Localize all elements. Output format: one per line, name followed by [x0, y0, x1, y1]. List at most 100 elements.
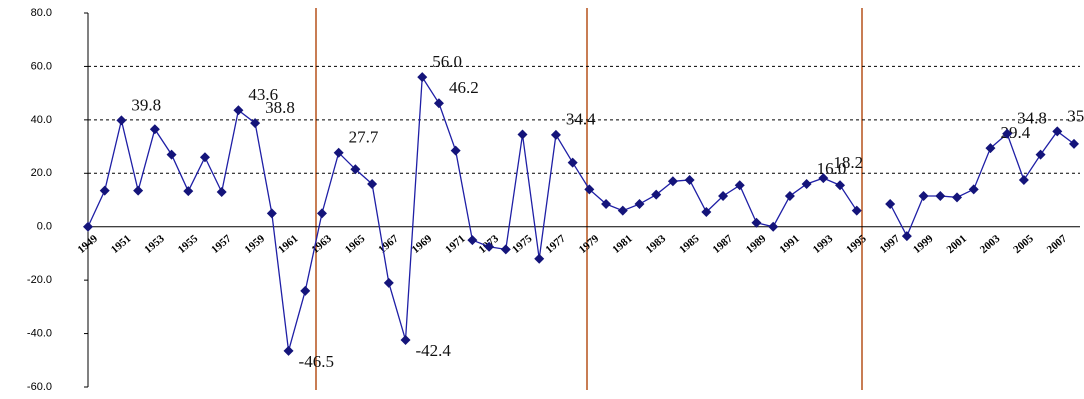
- y-tick-label: 40.0: [31, 114, 52, 126]
- data-point: [701, 207, 712, 218]
- data-point: [584, 184, 595, 195]
- y-tick-label: 60.0: [31, 60, 52, 72]
- data-point: [835, 180, 846, 191]
- x-tick-label: 2007: [1045, 232, 1070, 256]
- x-tick-label: 1989: [744, 232, 769, 256]
- data-point: [199, 152, 210, 163]
- x-tick-label: 1975: [510, 232, 535, 256]
- data-point: [99, 185, 110, 196]
- data-point: [316, 208, 327, 219]
- data-point: [818, 173, 829, 184]
- x-tick-label: 2003: [978, 232, 1003, 256]
- data-point: [333, 147, 344, 158]
- data-point: [250, 118, 261, 129]
- data-label: 35.7: [1067, 106, 1084, 125]
- data-point: [985, 143, 996, 154]
- data-point: [634, 199, 645, 210]
- data-label: -46.5: [299, 352, 334, 371]
- data-point: [734, 180, 745, 191]
- x-tick-label: 1977: [543, 232, 568, 256]
- y-tick-label: -60.0: [27, 381, 52, 393]
- data-label: 34.4: [566, 110, 596, 129]
- x-tick-label: 1991: [777, 233, 802, 256]
- data-point: [885, 199, 896, 210]
- data-point: [851, 205, 862, 216]
- data-point: [684, 174, 695, 185]
- data-point: [467, 235, 478, 246]
- x-tick-label: 1983: [644, 232, 669, 256]
- y-tick-label: 80.0: [31, 7, 52, 19]
- data-label: 27.7: [349, 128, 379, 147]
- data-label: 18.2: [833, 153, 863, 172]
- x-tick-label: 1979: [577, 232, 602, 256]
- y-tick-label: 0.0: [37, 221, 52, 233]
- data-point: [1035, 149, 1046, 160]
- data-point: [166, 149, 177, 160]
- data-point: [500, 244, 511, 255]
- data-point: [617, 205, 628, 216]
- data-point: [216, 186, 227, 197]
- data-point: [417, 72, 428, 83]
- data-point: [952, 192, 963, 203]
- data-label: 34.8: [1017, 109, 1047, 128]
- data-point: [433, 98, 444, 109]
- data-point: [768, 221, 779, 232]
- x-tick-label: 1961: [276, 233, 301, 256]
- data-point: [266, 208, 277, 219]
- data-point: [83, 221, 93, 232]
- data-point: [233, 105, 244, 116]
- x-tick-label: 1995: [844, 232, 869, 256]
- data-point: [1052, 126, 1063, 137]
- x-tick-label: 1965: [343, 232, 368, 256]
- data-point: [367, 178, 378, 189]
- data-label: 56.0: [432, 52, 462, 71]
- data-label: 38.8: [265, 98, 295, 117]
- x-tick-label: 1971: [443, 233, 468, 256]
- y-tick-label: -40.0: [27, 327, 52, 339]
- data-point: [534, 253, 545, 264]
- data-point: [350, 164, 361, 175]
- data-point: [601, 199, 612, 210]
- data-point: [300, 285, 311, 296]
- data-point: [517, 129, 528, 140]
- x-tick-label: 1957: [209, 232, 234, 256]
- data-point: [651, 189, 662, 200]
- x-tick-label: 1985: [677, 232, 702, 256]
- data-point: [1018, 174, 1029, 185]
- data-point: [133, 185, 144, 196]
- y-tick-label: 20.0: [31, 167, 52, 179]
- data-point: [567, 157, 578, 168]
- data-point: [667, 176, 678, 187]
- series-line: [87, 75, 858, 352]
- data-point: [183, 186, 194, 197]
- x-tick-label: 1967: [376, 232, 401, 256]
- x-tick-label: 1999: [911, 232, 936, 256]
- data-label: -42.4: [416, 341, 452, 360]
- y-tick-label: -20.0: [27, 274, 52, 286]
- data-point: [968, 184, 979, 195]
- x-tick-label: 1955: [176, 232, 201, 256]
- data-point: [1069, 138, 1079, 149]
- data-point: [901, 231, 912, 242]
- x-tick-label: 1953: [142, 232, 167, 256]
- data-label: 16.0: [817, 159, 847, 178]
- x-tick-label: 1993: [811, 232, 836, 256]
- data-label: 43.6: [248, 85, 278, 104]
- x-tick-label: 1987: [710, 232, 735, 256]
- x-tick-label: 1959: [243, 232, 268, 256]
- x-tick-label: 1951: [109, 233, 134, 256]
- data-point: [918, 190, 929, 201]
- data-point: [116, 115, 127, 126]
- data-point: [801, 178, 812, 189]
- data-label: 46.2: [449, 78, 479, 97]
- x-tick-label: 2001: [944, 233, 969, 256]
- x-tick-label: 1997: [878, 232, 903, 256]
- data-point: [383, 277, 394, 288]
- x-tick-label: 1969: [410, 232, 435, 256]
- data-point: [400, 334, 411, 345]
- data-point: [784, 190, 795, 201]
- data-point: [550, 129, 561, 140]
- data-point: [149, 124, 160, 135]
